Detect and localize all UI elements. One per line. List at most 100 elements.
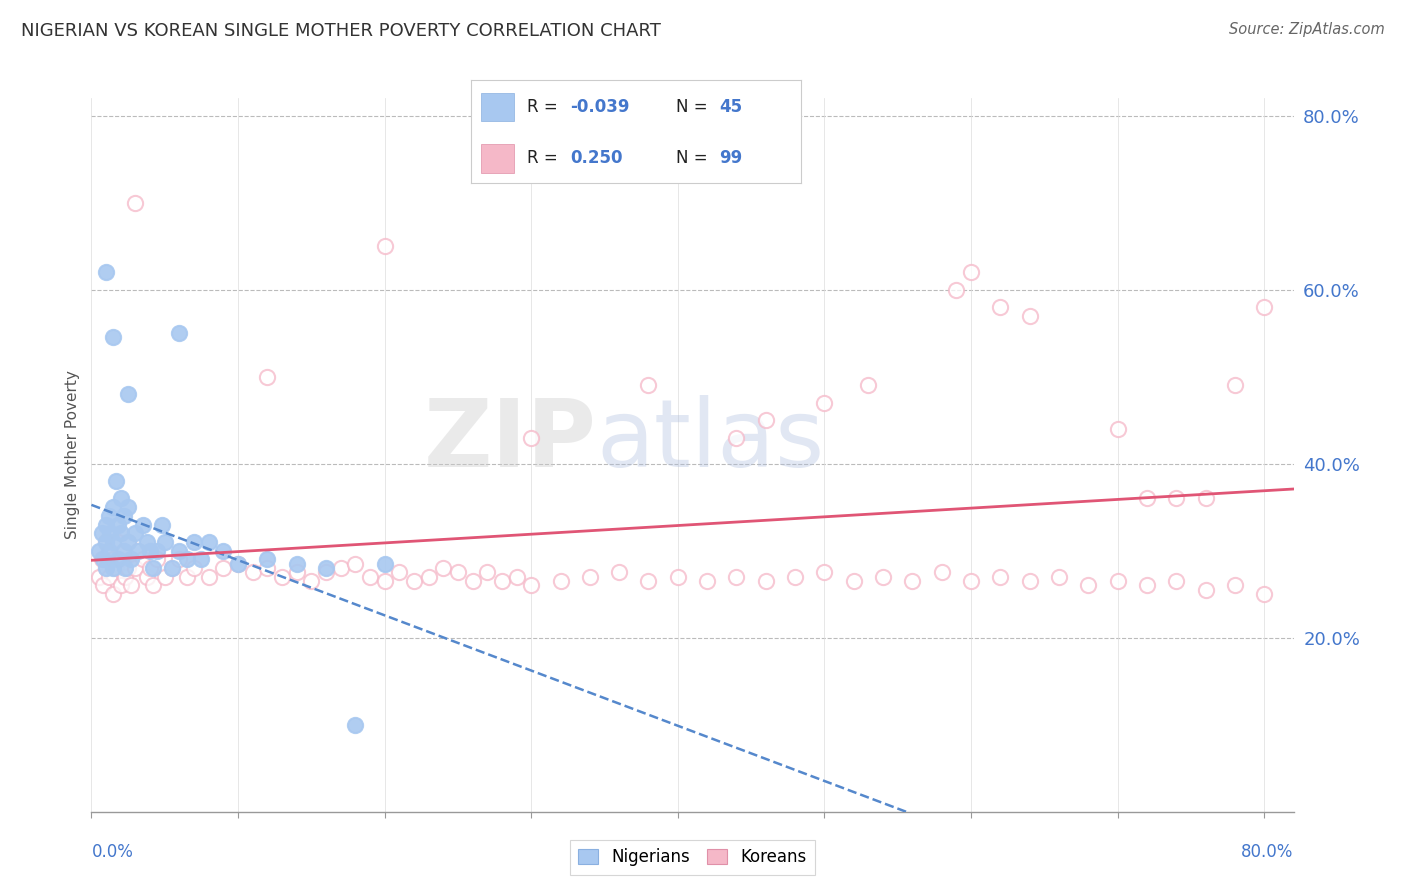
Point xyxy=(110,552,132,566)
Point xyxy=(136,535,159,549)
Point xyxy=(114,561,136,575)
Point xyxy=(1253,587,1275,601)
Point xyxy=(1107,574,1129,588)
Point xyxy=(315,566,337,580)
Point xyxy=(960,574,983,588)
Point xyxy=(1107,422,1129,436)
Point xyxy=(98,543,121,558)
Point xyxy=(100,543,122,558)
Point xyxy=(183,535,205,549)
Point xyxy=(988,300,1011,314)
Point xyxy=(94,561,117,575)
Point xyxy=(256,552,278,566)
Point xyxy=(94,265,117,279)
Text: R =: R = xyxy=(527,98,564,116)
Point xyxy=(103,552,125,566)
Point xyxy=(105,474,128,488)
Point xyxy=(107,535,129,549)
Point xyxy=(666,570,689,584)
Point xyxy=(103,561,125,575)
Text: -0.039: -0.039 xyxy=(571,98,630,116)
Point xyxy=(1166,491,1188,506)
Point xyxy=(988,570,1011,584)
Point xyxy=(1194,582,1216,597)
Point xyxy=(103,535,125,549)
Bar xyxy=(481,144,515,173)
Point xyxy=(105,561,128,575)
Point xyxy=(477,566,499,580)
Point xyxy=(783,570,806,584)
Point xyxy=(696,574,718,588)
Point xyxy=(117,561,139,575)
Point xyxy=(176,570,198,584)
Point xyxy=(176,552,198,566)
Y-axis label: Single Mother Poverty: Single Mother Poverty xyxy=(65,370,80,540)
Text: atlas: atlas xyxy=(596,394,824,487)
Text: NIGERIAN VS KOREAN SINGLE MOTHER POVERTY CORRELATION CHART: NIGERIAN VS KOREAN SINGLE MOTHER POVERTY… xyxy=(21,22,661,40)
Point xyxy=(103,500,125,515)
Point xyxy=(169,543,191,558)
Point xyxy=(169,552,191,566)
Point xyxy=(131,552,153,566)
Text: 99: 99 xyxy=(718,149,742,167)
Point xyxy=(94,561,117,575)
Point xyxy=(139,561,162,575)
Point xyxy=(432,561,454,575)
Point xyxy=(87,543,110,558)
Point xyxy=(945,283,967,297)
Point xyxy=(117,535,139,549)
Point xyxy=(146,543,169,558)
Point xyxy=(112,543,135,558)
Point xyxy=(114,570,136,584)
Point xyxy=(127,543,149,558)
Point xyxy=(1223,378,1246,392)
Point xyxy=(725,430,748,444)
Point xyxy=(183,561,205,575)
Point xyxy=(197,535,219,549)
Point xyxy=(1194,491,1216,506)
Point xyxy=(256,561,278,575)
Point xyxy=(91,578,114,592)
Point xyxy=(491,574,513,588)
Point xyxy=(637,574,659,588)
Point xyxy=(1136,491,1159,506)
Point xyxy=(637,378,659,392)
Point xyxy=(550,574,572,588)
Point xyxy=(755,574,778,588)
Point xyxy=(858,378,880,392)
Point xyxy=(447,566,470,580)
Point xyxy=(461,574,484,588)
Point xyxy=(110,491,132,506)
Point xyxy=(90,526,112,541)
Point xyxy=(120,578,142,592)
Point xyxy=(136,570,159,584)
Point xyxy=(107,517,129,532)
Point xyxy=(120,552,142,566)
Point xyxy=(139,543,162,558)
Point xyxy=(226,557,249,571)
Point xyxy=(142,561,165,575)
Text: 0.0%: 0.0% xyxy=(91,843,134,861)
Text: 80.0%: 80.0% xyxy=(1241,843,1294,861)
Point xyxy=(110,578,132,592)
Point xyxy=(94,535,117,549)
Point xyxy=(100,526,122,541)
Point xyxy=(344,717,367,731)
Point xyxy=(285,566,308,580)
Point xyxy=(271,570,294,584)
Point xyxy=(150,517,173,532)
Point xyxy=(212,561,235,575)
Point xyxy=(359,570,381,584)
Point xyxy=(124,195,146,210)
Point xyxy=(315,561,337,575)
Point xyxy=(124,561,146,575)
Point xyxy=(197,570,219,584)
Legend: Nigerians, Koreans: Nigerians, Koreans xyxy=(569,840,815,875)
Point xyxy=(520,430,543,444)
Point xyxy=(1253,300,1275,314)
Point xyxy=(146,552,169,566)
Point xyxy=(112,508,135,523)
Point xyxy=(91,552,114,566)
Point xyxy=(103,587,125,601)
Point xyxy=(103,330,125,344)
